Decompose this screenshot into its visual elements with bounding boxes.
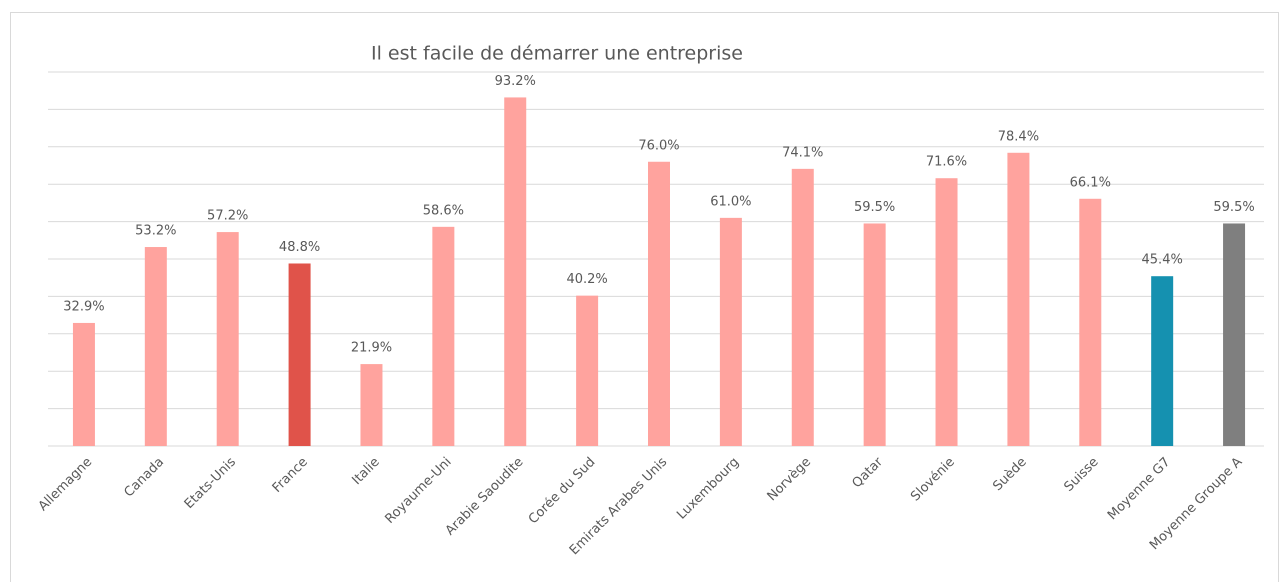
bar <box>791 168 814 446</box>
value-label: 74.1% <box>782 145 823 160</box>
bar <box>1007 152 1030 446</box>
x-tick-label: Allemagne <box>36 455 96 515</box>
value-label: 78.4% <box>998 129 1039 144</box>
chart-title: Il est facile de démarrer une entreprise <box>371 43 743 65</box>
value-label: 93.2% <box>495 74 536 89</box>
x-tick-label: Suisse <box>1062 455 1102 495</box>
bar <box>576 295 599 446</box>
value-label: 71.6% <box>926 155 967 170</box>
bar <box>863 223 886 446</box>
value-label: 59.5% <box>1213 200 1254 215</box>
value-label: 58.6% <box>423 203 464 218</box>
value-label: 76.0% <box>638 138 679 153</box>
value-label: 53.2% <box>135 224 176 239</box>
x-tick-label: Moyenne G7 <box>1105 455 1173 523</box>
bar <box>288 263 311 446</box>
chart-border <box>10 12 1279 582</box>
bar <box>144 247 167 446</box>
x-tick-label: Etats-Unis <box>182 455 239 512</box>
bar <box>935 178 958 446</box>
value-label: 59.5% <box>854 200 895 215</box>
x-tick-label: Arabie Saoudite <box>443 455 527 539</box>
x-tick-label: Corée du Sud <box>526 455 599 528</box>
value-label: 61.0% <box>710 194 751 209</box>
x-tick-label: Luxembourg <box>674 455 742 523</box>
x-tick-label: Slovénie <box>908 455 958 505</box>
value-label: 40.2% <box>566 272 607 287</box>
bar <box>504 97 527 446</box>
value-label: 32.9% <box>63 299 104 314</box>
bar <box>719 217 742 446</box>
bar <box>72 322 95 446</box>
x-tick-label: Royaume-Uni <box>383 455 455 527</box>
x-tick-label: Canada <box>122 455 168 501</box>
value-label: 57.2% <box>207 209 248 224</box>
x-tick-label: Suède <box>990 455 1029 494</box>
bar <box>1223 223 1246 446</box>
bar <box>360 364 383 446</box>
bar <box>216 232 239 446</box>
bar <box>432 226 455 446</box>
value-label: 48.8% <box>279 240 320 255</box>
x-tick-label: France <box>270 455 311 496</box>
bar <box>1151 276 1174 446</box>
value-label: 66.1% <box>1070 175 1111 190</box>
bar <box>648 161 670 446</box>
x-tick-label: Norvège <box>765 455 814 504</box>
bar <box>1079 198 1102 446</box>
value-label: 45.4% <box>1142 253 1183 268</box>
x-tick-label: Qatar <box>849 454 886 491</box>
value-label: 21.9% <box>351 341 392 356</box>
x-tick-label: Italie <box>349 455 382 488</box>
